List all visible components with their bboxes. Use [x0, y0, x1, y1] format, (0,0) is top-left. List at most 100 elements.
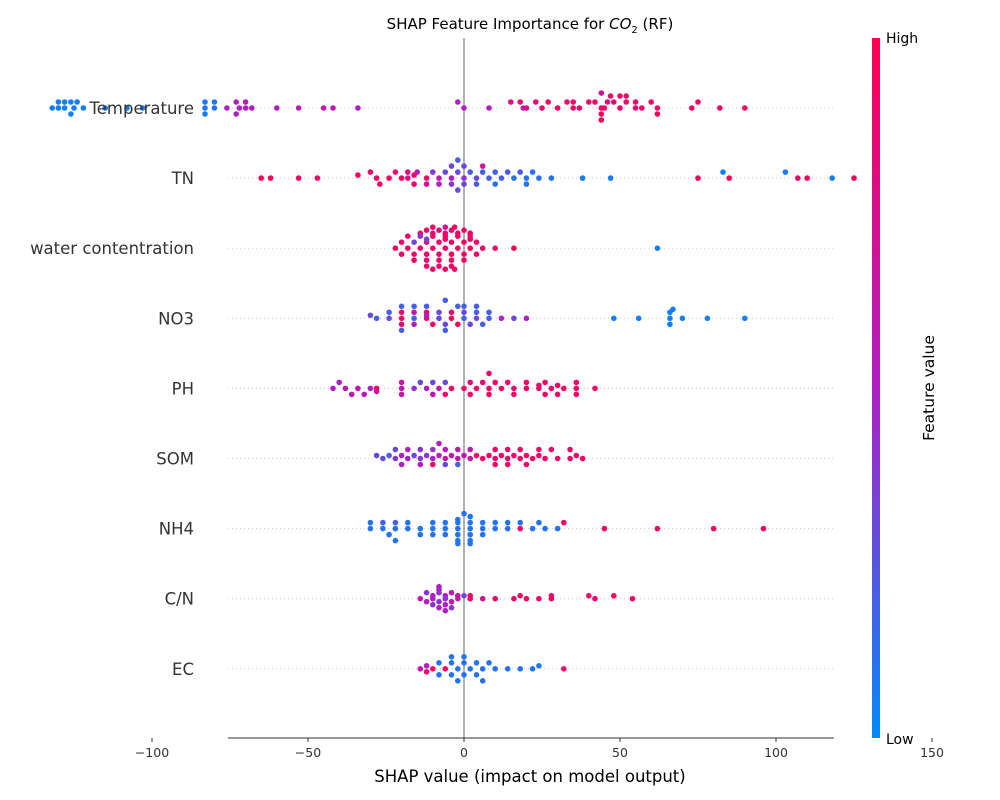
- shap-point-no3: [455, 321, 461, 328]
- shap-point-nh4: [479, 519, 486, 526]
- shap-point-som: [442, 461, 449, 468]
- shap-point-c-n: [479, 595, 486, 602]
- shap-point-no3: [670, 306, 676, 313]
- shap-point-water-contentration: [448, 227, 455, 233]
- shap-point-tn: [392, 169, 399, 175]
- shap-point-temperature: [211, 99, 218, 105]
- shap-point-c-n: [492, 595, 499, 602]
- shap-point-tn: [467, 169, 474, 175]
- shap-point-temperature: [242, 99, 249, 105]
- shap-point-ph: [398, 391, 405, 398]
- shap-point-ph: [573, 379, 580, 386]
- shap-point-temperature: [233, 111, 239, 117]
- shap-point-temperature: [632, 105, 639, 111]
- shap-point-temperature: [55, 105, 62, 111]
- shap-point-som: [455, 461, 461, 468]
- shap-point-no3: [398, 309, 405, 316]
- shap-point-temperature: [55, 99, 62, 105]
- shap-point-water-contentration: [436, 227, 442, 233]
- shap-point-ec: [517, 666, 523, 672]
- shap-point-ph: [398, 385, 405, 392]
- shap-point-no3: [386, 309, 392, 316]
- shap-point-som: [398, 452, 405, 459]
- shap-point-som: [511, 452, 517, 459]
- x-tick-label: 100: [764, 745, 788, 760]
- shap-point-temperature: [202, 111, 208, 117]
- shap-point-ph: [448, 385, 455, 392]
- shap-point-no3: [411, 321, 417, 328]
- shap-point-temperature: [554, 105, 561, 111]
- shap-point-ph: [411, 385, 417, 392]
- x-tick-label: 0: [460, 745, 468, 760]
- shap-point-c-n: [523, 595, 530, 602]
- shap-point-ph: [473, 385, 480, 392]
- shap-point-tn: [455, 157, 461, 163]
- shap-point-tn: [373, 175, 380, 181]
- shap-point-tn: [442, 169, 449, 175]
- shap-point-som: [498, 452, 505, 459]
- shap-point-c-n: [417, 595, 424, 602]
- shap-point-c-n: [592, 595, 598, 602]
- shap-point-ec: [461, 654, 467, 660]
- shap-point-ec: [461, 660, 467, 666]
- shap-point-no3: [373, 315, 380, 322]
- shap-point-temperature: [211, 105, 218, 111]
- shap-point-water-contentration: [423, 263, 430, 270]
- shap-point-ec: [479, 666, 486, 672]
- shap-point-som: [554, 455, 561, 462]
- shap-point-nh4: [380, 525, 386, 532]
- shap-point-tn: [377, 181, 383, 187]
- shap-point-temperature: [689, 105, 695, 111]
- shap-point-temperature: [68, 111, 74, 117]
- shap-point-c-n: [461, 592, 467, 599]
- shap-point-ph: [504, 379, 511, 386]
- shap-point-tn: [355, 172, 361, 178]
- shap-point-water-contentration: [461, 251, 467, 257]
- shap-point-ph: [361, 391, 368, 398]
- shap-point-tn: [851, 175, 857, 181]
- shap-point-tn: [529, 169, 536, 175]
- shap-point-tn: [448, 175, 455, 181]
- shap-point-temperature: [742, 105, 748, 111]
- shap-point-nh4: [504, 525, 511, 532]
- shap-point-c-n: [536, 595, 542, 602]
- shap-point-tn: [314, 175, 321, 181]
- shap-point-som: [417, 455, 424, 462]
- shap-point-no3: [473, 303, 480, 310]
- shap-point-c-n: [511, 595, 517, 602]
- shap-point-som: [479, 455, 486, 462]
- shap-point-tn: [720, 169, 726, 175]
- shap-point-ec: [430, 666, 436, 672]
- shap-point-tn: [795, 175, 801, 181]
- shap-point-ph: [536, 382, 542, 389]
- shap-point-ph: [417, 379, 424, 386]
- shap-point-som: [436, 452, 442, 459]
- chart-title-prefix: SHAP Feature Importance for: [387, 15, 609, 33]
- shap-point-nh4: [479, 525, 486, 532]
- shap-point-no3: [486, 309, 492, 316]
- shap-point-no3: [436, 309, 442, 316]
- shap-point-som: [523, 461, 530, 468]
- shap-point-no3: [411, 315, 417, 322]
- shap-point-tn: [607, 175, 614, 181]
- shap-point-nh4: [430, 531, 436, 538]
- shap-point-ec: [561, 666, 567, 672]
- shap-point-temperature: [224, 105, 230, 111]
- shap-point-tn: [473, 181, 480, 187]
- shap-point-water-contentration: [467, 245, 474, 251]
- shap-point-c-n: [586, 592, 592, 599]
- shap-point-water-contentration: [467, 236, 474, 242]
- shap-point-water-contentration: [405, 245, 411, 251]
- shap-point-som: [548, 446, 555, 453]
- shap-point-som: [492, 446, 499, 453]
- shap-point-som: [430, 455, 436, 462]
- shap-point-ec: [436, 660, 442, 666]
- shap-point-water-contentration: [398, 251, 405, 257]
- shap-point-tn: [782, 169, 789, 175]
- shap-point-tn: [405, 169, 411, 175]
- shap-point-water-contentration: [448, 251, 455, 257]
- shap-point-water-contentration: [430, 266, 436, 273]
- feature-gridlines: [228, 107, 834, 670]
- feature-label-ph: PH: [172, 379, 194, 398]
- shap-point-som: [380, 455, 386, 462]
